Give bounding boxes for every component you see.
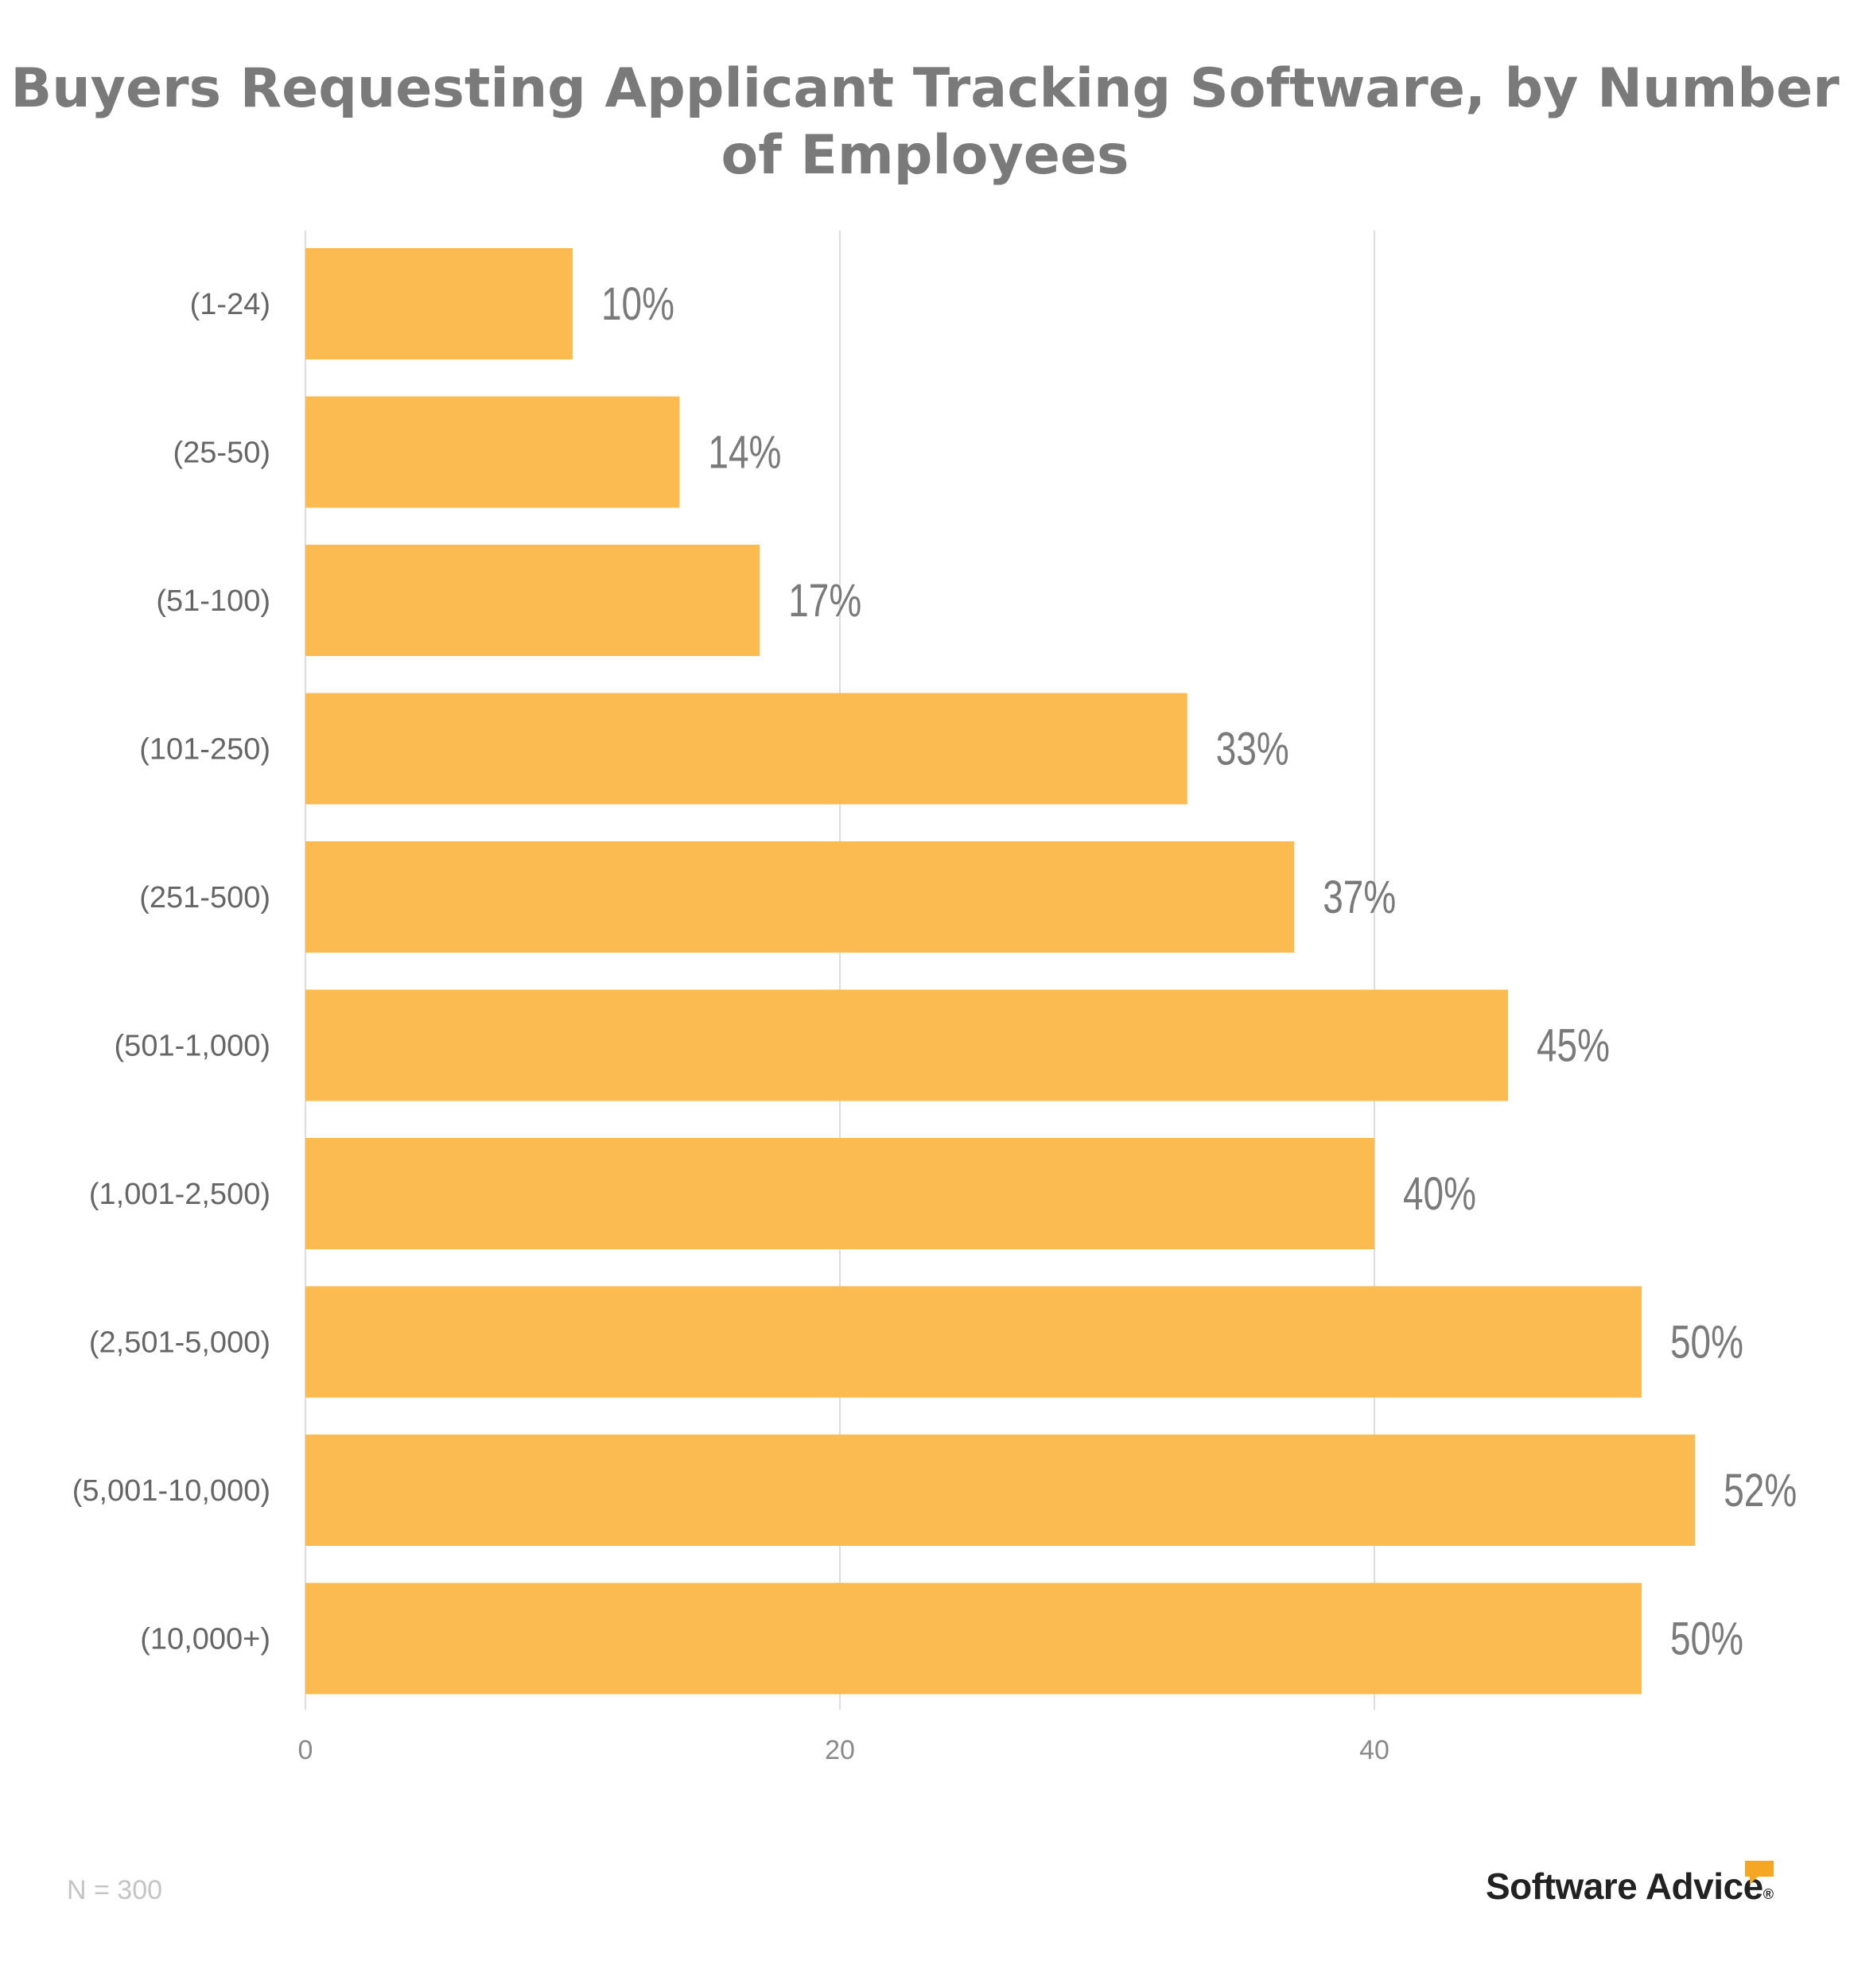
x-tick-labels: 0 20 40 — [298, 1735, 1389, 1765]
value-label: 40% — [1403, 1168, 1476, 1220]
speech-bubble-icon — [1745, 1861, 1774, 1885]
value-label: 17% — [788, 575, 861, 627]
value-label: 33% — [1216, 724, 1289, 775]
category-label: (501-1,000) — [115, 1030, 270, 1063]
brand-name: Software Advice — [1486, 1866, 1763, 1907]
x-tick-label: 20 — [825, 1735, 855, 1765]
bar — [305, 1286, 1642, 1398]
bars — [305, 248, 1696, 1695]
sample-size-note: N = 300 — [67, 1875, 163, 1905]
bar — [305, 1138, 1374, 1249]
bar — [305, 693, 1187, 805]
value-label: 50% — [1670, 1317, 1743, 1369]
category-label: (251-500) — [139, 881, 270, 914]
category-labels: (1-24) (25-50) (51-100) (101-250) (251-500) (… — [72, 288, 270, 1656]
chart-title: Buyers Requesting Applicant Tracking Sof… — [10, 57, 1840, 187]
category-label: (2,501-5,000) — [89, 1326, 270, 1360]
x-tick-label: 40 — [1359, 1735, 1389, 1765]
registered-mark: ® — [1763, 1886, 1774, 1902]
bar — [305, 841, 1295, 953]
category-label: (101-250) — [139, 733, 270, 767]
brand-logo: Software Advice® — [1486, 1865, 1774, 1908]
value-label: 14% — [708, 427, 781, 479]
bar — [305, 396, 680, 508]
bar — [305, 545, 760, 656]
category-label: (1,001-2,500) — [89, 1178, 270, 1211]
category-label: (10,000+) — [140, 1623, 270, 1656]
bar — [305, 1435, 1696, 1546]
value-label: 45% — [1537, 1020, 1610, 1072]
category-label: (51-100) — [156, 584, 270, 618]
bar — [305, 248, 573, 359]
bar — [305, 989, 1508, 1101]
value-label: 10% — [601, 278, 674, 330]
category-label: (1-24) — [190, 288, 270, 321]
value-labels: 10% 14% 17% 33% 37% 45% 40% 50% 52% 50% — [601, 278, 1797, 1665]
value-label: 50% — [1670, 1613, 1743, 1665]
value-label: 37% — [1323, 872, 1396, 923]
bar — [305, 1582, 1642, 1695]
category-label: (25-50) — [173, 437, 271, 470]
x-tick-label: 0 — [298, 1735, 313, 1765]
category-label: (5,001-10,000) — [72, 1474, 270, 1508]
value-label: 52% — [1724, 1465, 1797, 1516]
